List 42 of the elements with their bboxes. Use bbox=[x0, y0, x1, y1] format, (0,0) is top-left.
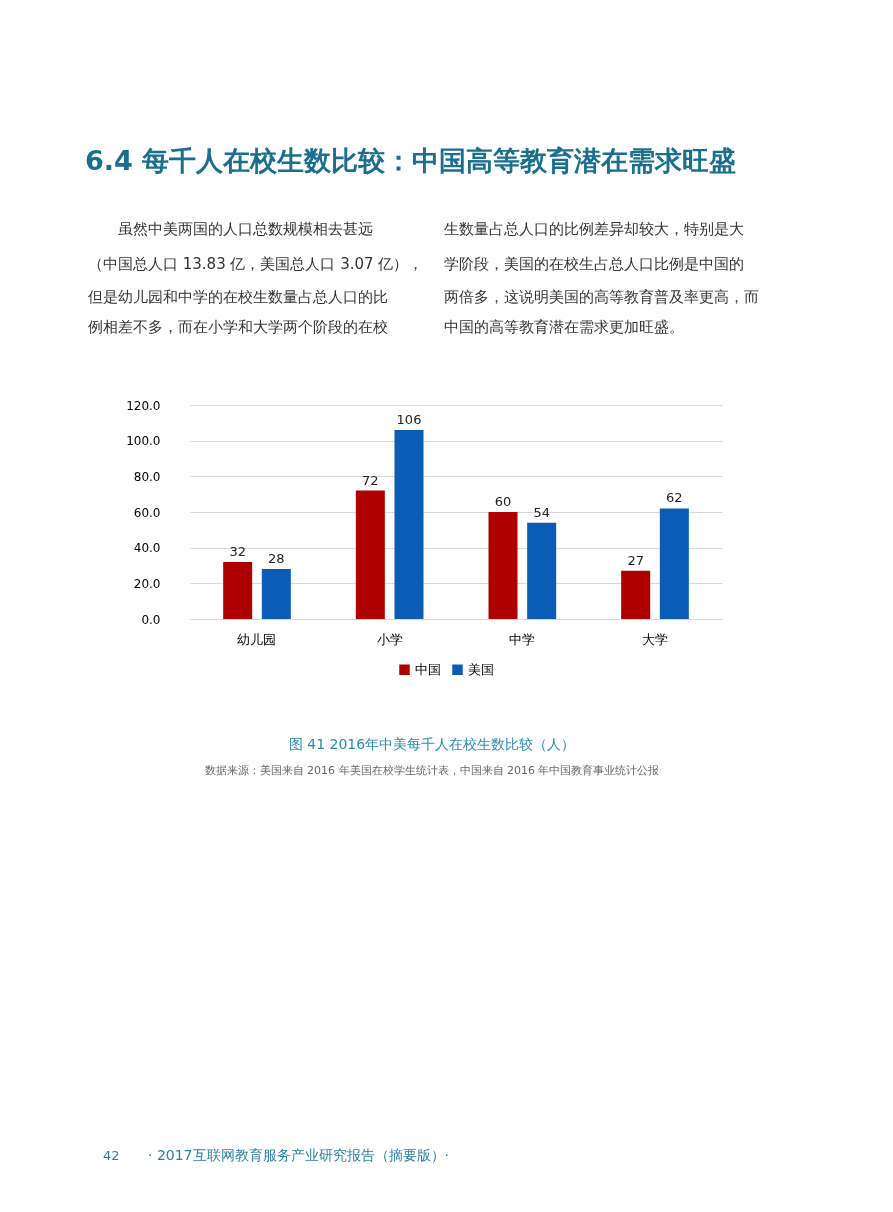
caption: 图 41 2016年中美每千人在校生数比较（人） bbox=[288, 736, 576, 752]
text: 虽然中美两国的人口总数规模相去甚远 bbox=[118, 220, 373, 238]
text: 42 bbox=[103, 1148, 120, 1163]
data-label: 54 bbox=[533, 504, 550, 520]
text: 学阶段，美国的在校生占总人口比例是中国的 bbox=[444, 255, 744, 273]
y-tick-label: 120.0 bbox=[126, 398, 161, 413]
data-label: 106 bbox=[396, 411, 422, 427]
y-tick-label: 60.0 bbox=[133, 505, 161, 520]
bar bbox=[659, 508, 689, 619]
text: 中国的高等教育潜在需求更加旺盛。 bbox=[444, 318, 684, 336]
bar bbox=[527, 522, 557, 619]
data-label: 28 bbox=[268, 551, 285, 567]
chart-title: 6.4 每千人在校生数比较：中国高等教育潜在需求旺盛 bbox=[85, 145, 737, 176]
data-label: 62 bbox=[666, 490, 683, 506]
bar bbox=[261, 569, 291, 619]
text: 生数量占总人口的比例差异却较大，特别是大 bbox=[444, 220, 744, 238]
data-label: 27 bbox=[627, 552, 644, 568]
text: 但是幼儿园和中学的在校生数量占总人口的比 bbox=[88, 288, 388, 306]
y-tick-label: 40.0 bbox=[133, 541, 161, 556]
bar bbox=[355, 490, 385, 619]
x-tick-label: 小学 bbox=[376, 631, 403, 647]
x-tick-label: 幼儿园 bbox=[237, 631, 277, 647]
source-note: 数据来源：美国来自 2016 年美国在校学生统计表，中国来自 2016 年中国教育事业统计公报 bbox=[204, 764, 660, 777]
y-tick-label: 100.0 bbox=[126, 434, 161, 449]
legend-label: 中国 bbox=[415, 661, 441, 677]
data-label: 60 bbox=[494, 494, 512, 509]
bar bbox=[488, 512, 518, 619]
bar bbox=[223, 561, 253, 619]
data-label: 32 bbox=[229, 543, 246, 559]
data-label: 72 bbox=[362, 472, 379, 488]
y-tick-label: 20.0 bbox=[133, 576, 161, 591]
bar bbox=[621, 570, 651, 619]
bar bbox=[394, 429, 424, 619]
text: · 2017互联网教育服务产业研究报告（摘要版）· bbox=[148, 1147, 449, 1163]
x-tick-label: 大学 bbox=[642, 631, 668, 647]
legend-label: 美国 bbox=[468, 661, 494, 677]
x-tick-label: 中学 bbox=[509, 631, 536, 647]
y-tick-label: 0.0 bbox=[141, 612, 161, 627]
text: 两倍多，这说明美国的高等教育普及率更高，而 bbox=[444, 288, 759, 306]
text: 例相差不多，而在小学和大学两个阶段的在校 bbox=[88, 318, 388, 336]
y-tick-label: 80.0 bbox=[133, 469, 161, 484]
text: （中国总人口 13.83 亿，美国总人口 3.07 亿）， bbox=[88, 255, 424, 273]
